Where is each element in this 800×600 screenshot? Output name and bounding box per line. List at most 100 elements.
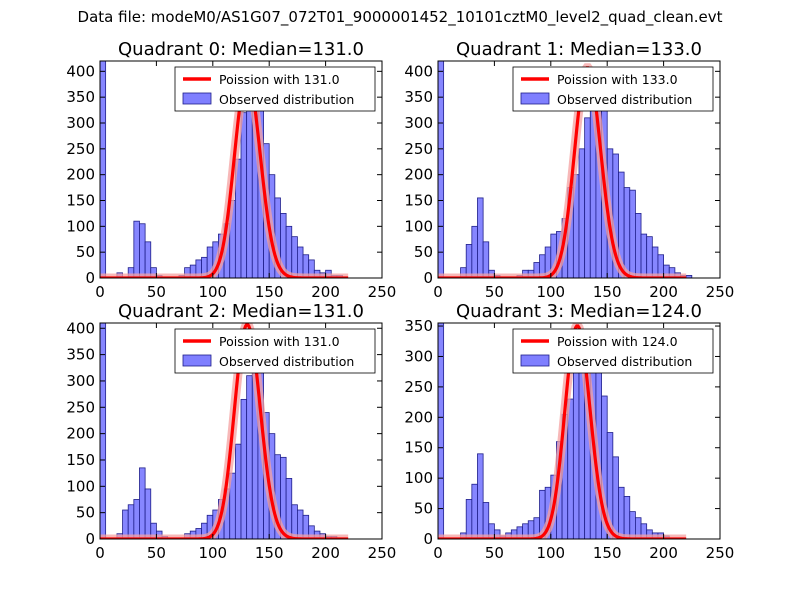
legend-poisson-label: Poission with 124.0 — [557, 334, 678, 349]
y-tick-label: 100 — [404, 469, 433, 487]
y-tick-label: 50 — [414, 243, 433, 261]
legend-poisson-label: Poission with 131.0 — [219, 72, 340, 87]
legend: Poission with 131.0 Observed distribution — [174, 66, 376, 112]
x-tick-label: 50 — [147, 544, 166, 562]
legend: Poission with 131.0 Observed distribution — [174, 328, 376, 374]
poisson-curve — [438, 324, 687, 539]
legend-observed-label: Observed distribution — [219, 354, 354, 369]
y-tick-label: 50 — [414, 500, 433, 518]
histogram-bar — [139, 467, 146, 539]
x-tick-label: 100 — [198, 544, 227, 562]
histogram-bar — [127, 504, 135, 539]
quadrant-1-panel: 0 50 100 150 200 250 0 50 100 150 200 250 300 350 400 Q… — [404, 39, 734, 301]
y-tick-label: 250 — [404, 140, 433, 158]
y-tick-label: 100 — [66, 217, 95, 235]
quadrant-2-panel: 0 50 100 150 200 250 0 50 100 150 200 250 300 350 400 Q… — [66, 301, 396, 562]
y-tick-label: 200 — [66, 166, 95, 184]
histogram-bar — [240, 398, 248, 539]
histogram-bar — [144, 488, 152, 539]
histogram-bar — [438, 61, 445, 278]
histogram-bar — [482, 241, 490, 278]
y-tick-label: 50 — [76, 243, 95, 261]
histogram-bar — [572, 356, 580, 539]
histogram-bar — [133, 499, 140, 539]
histogram-bar — [584, 117, 591, 278]
histogram-bar — [471, 225, 478, 278]
x-tick-label: 200 — [311, 544, 340, 562]
histogram-bar — [100, 323, 107, 539]
panel-title: Quadrant 1: Median=133.0 — [456, 39, 702, 60]
y-tick-label: 300 — [404, 114, 433, 132]
panel-title: Quadrant 2: Median=131.0 — [118, 301, 364, 322]
histogram-bar — [246, 94, 253, 278]
histogram-bar — [635, 213, 642, 278]
quadrant-0-panel: 0 50 100 150 200 250 0 50 100 150 200 250 300 350 400 Q… — [66, 39, 396, 301]
x-tick-label: 250 — [706, 283, 735, 301]
x-tick-label: 200 — [311, 283, 340, 301]
y-tick-label: 250 — [404, 378, 433, 396]
histogram-bar — [285, 478, 293, 539]
histogram-bar — [477, 197, 484, 278]
x-tick-label: 0 — [95, 283, 105, 301]
axes-frame — [99, 322, 383, 540]
histogram-bar — [465, 499, 473, 539]
y-tick-label: 300 — [66, 372, 95, 390]
figure-title: Data file: modeM0/AS1G07_072T01_90000014… — [77, 8, 723, 26]
legend: Poission with 124.0 Observed distribution — [512, 328, 714, 374]
x-tick-label: 50 — [147, 283, 166, 301]
x-tick-label: 250 — [368, 283, 397, 301]
histogram-bar — [465, 244, 473, 278]
y-tick-label: 0 — [85, 530, 95, 548]
y-tick-label: 50 — [76, 504, 95, 522]
y-tick-label: 150 — [66, 192, 95, 210]
histogram-bar — [578, 148, 586, 278]
legend-poisson-label: Poission with 131.0 — [219, 334, 340, 349]
x-tick-label: 0 — [433, 283, 443, 301]
legend-poisson-label: Poission with 133.0 — [557, 72, 678, 87]
y-tick-label: 100 — [66, 477, 95, 495]
x-tick-label: 0 — [433, 544, 443, 562]
histogram-bar — [240, 112, 248, 278]
y-tick-label: 150 — [404, 439, 433, 457]
y-tick-label: 0 — [85, 269, 95, 287]
histogram-bar — [623, 187, 631, 278]
y-tick-label: 350 — [66, 88, 95, 106]
y-tick-label: 350 — [66, 346, 95, 364]
panel-title: Quadrant 3: Median=124.0 — [456, 301, 702, 322]
x-tick-label: 100 — [536, 544, 565, 562]
histogram-bar — [234, 443, 242, 539]
histogram-bar — [646, 236, 653, 278]
x-tick-label: 150 — [255, 283, 284, 301]
legend-observed-swatch — [182, 92, 212, 105]
legend-observed-label: Observed distribution — [557, 92, 692, 107]
histogram-bar — [139, 223, 146, 278]
x-tick-label: 100 — [536, 283, 565, 301]
y-tick-label: 200 — [404, 166, 433, 184]
histogram-bar — [567, 398, 574, 539]
histogram-bar — [618, 486, 625, 539]
legend-observed-swatch — [182, 354, 212, 367]
x-tick-label: 50 — [485, 544, 504, 562]
quadrant-3-panel: 0 50 100 150 200 250 0 50 100 150 200 250 300 350 Quad… — [404, 301, 734, 562]
y-tick-label: 0 — [423, 530, 433, 548]
histogram-bar — [100, 61, 107, 278]
x-tick-label: 200 — [649, 544, 678, 562]
x-tick-label: 150 — [255, 544, 284, 562]
y-tick-label: 400 — [66, 319, 95, 337]
histogram-bar — [291, 236, 298, 278]
histogram-bar — [651, 246, 659, 278]
y-tick-label: 350 — [404, 317, 433, 335]
y-tick-label: 150 — [404, 192, 433, 210]
x-tick-label: 250 — [368, 544, 397, 562]
histogram-bar — [471, 483, 478, 539]
x-tick-label: 100 — [198, 283, 227, 301]
legend-observed-label: Observed distribution — [557, 354, 692, 369]
histogram-bar — [133, 220, 140, 278]
y-tick-label: 150 — [66, 451, 95, 469]
x-tick-label: 150 — [593, 544, 622, 562]
y-tick-label: 250 — [66, 398, 95, 416]
y-tick-label: 400 — [404, 62, 433, 80]
panel-title: Quadrant 0: Median=131.0 — [118, 39, 364, 60]
histogram-bar — [629, 189, 636, 278]
